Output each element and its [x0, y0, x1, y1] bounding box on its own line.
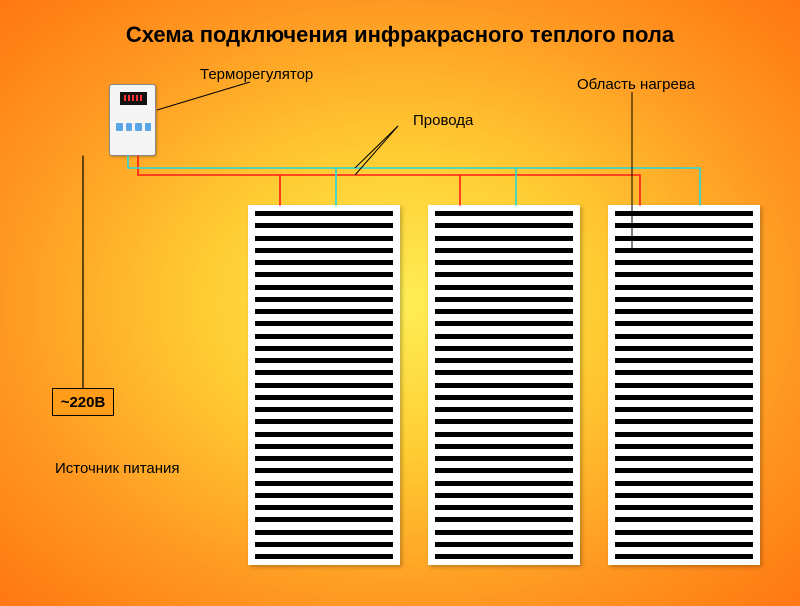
label-wires: Провода	[413, 112, 473, 129]
label-thermostat: Терморегулятор	[200, 66, 313, 83]
power-voltage-text: ~220В	[61, 394, 106, 411]
thermostat-device	[109, 84, 156, 156]
heating-panel	[608, 205, 760, 565]
power-voltage-box: ~220В	[52, 388, 114, 416]
label-heating-area: Область нагрева	[577, 76, 695, 93]
thermostat-buttons	[116, 123, 151, 131]
heating-panel	[428, 205, 580, 565]
diagram-title: Схема подключения инфракрасного теплого …	[0, 22, 800, 48]
thermostat-display	[120, 92, 147, 105]
heating-panel	[248, 205, 400, 565]
label-power-source: Источник питания	[55, 460, 180, 477]
